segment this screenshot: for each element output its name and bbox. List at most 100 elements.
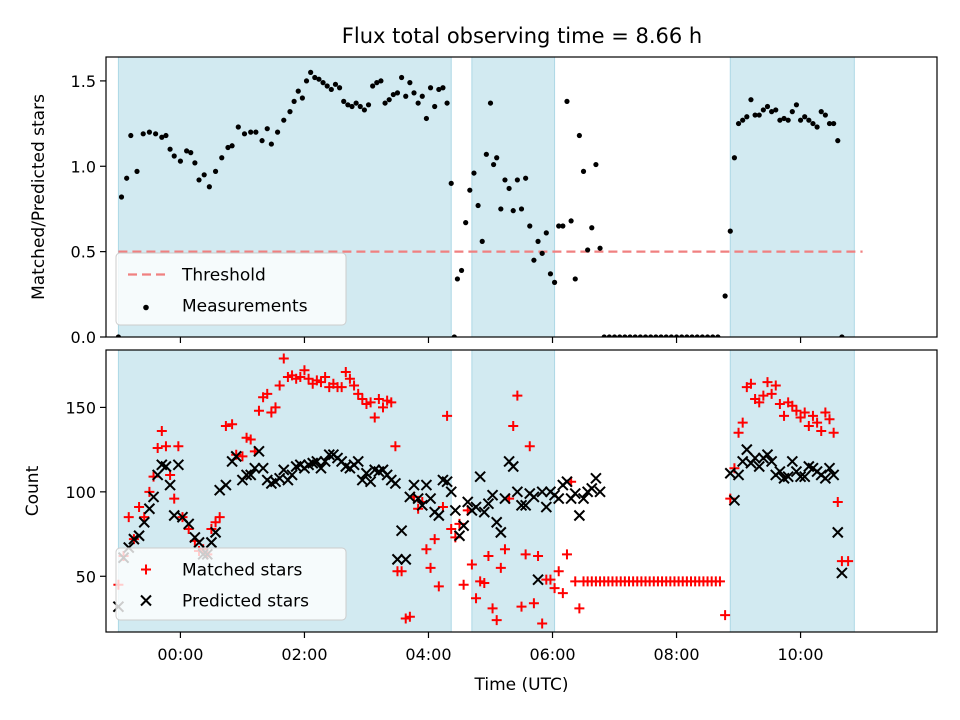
ratio-y-tick-label: 0.5 [71, 243, 96, 262]
measurements-point [444, 100, 450, 106]
measurements-point [663, 334, 669, 337]
matched-stars-point [495, 562, 506, 573]
measurements-point [440, 85, 446, 91]
predicted-stars-point [445, 486, 457, 498]
measurements-point [839, 334, 845, 337]
measurements-point [201, 172, 207, 178]
predicted-stars-point [765, 455, 778, 468]
matched-stars-point [458, 579, 469, 590]
matched-stars-point [152, 442, 163, 453]
measurements-point [814, 124, 820, 130]
predicted-stars-point [741, 443, 753, 456]
ratio-y-tick-label: 0.0 [71, 328, 96, 347]
measurements-point [483, 151, 489, 157]
predicted-stars-point [389, 477, 402, 490]
matched-stars-point [160, 441, 171, 452]
matched-stars-point [378, 402, 388, 413]
predicted-stars-point [147, 491, 160, 503]
matched-stars-point [349, 380, 360, 391]
measurements-point [589, 225, 595, 231]
predicted-stars-point [286, 469, 298, 481]
matched-stars-point [344, 373, 355, 384]
measurements-point [479, 238, 485, 244]
predicted-stars-point [819, 472, 832, 485]
measurements-point [463, 220, 469, 226]
matched-stars-point [278, 353, 289, 364]
measurements-point [341, 98, 347, 104]
matched-stars-point [173, 441, 184, 452]
predicted-stars-point [253, 445, 265, 458]
predicted-stars-point [482, 497, 495, 510]
predicted-stars-point [323, 448, 335, 461]
measurements-point [560, 223, 566, 229]
matched-stars-point [466, 559, 477, 570]
measurements-point [264, 126, 270, 132]
matched-stars-point [253, 405, 264, 416]
measurements-point [451, 334, 457, 337]
measurements-point [407, 80, 413, 86]
measurements-point [212, 168, 219, 174]
measurements-point [378, 78, 384, 84]
measurements-point [394, 90, 401, 96]
measurements-point [382, 100, 388, 106]
matched-stars-point [508, 420, 519, 431]
measurements-point [802, 114, 808, 120]
measurements-point [760, 107, 766, 113]
measurements-point [454, 276, 461, 282]
matched-stars-point [561, 549, 572, 560]
measurements-point [658, 334, 664, 337]
measurements-point [345, 102, 351, 108]
measurements-point [287, 109, 293, 115]
matched-stars-point [471, 593, 482, 604]
predicted-stars-point [490, 516, 503, 528]
measurements-point [328, 86, 334, 93]
matched-stars-point [799, 407, 810, 418]
matched-stars-point [214, 512, 225, 523]
measurements-point [316, 76, 322, 82]
predicted-stars-point [573, 509, 586, 522]
count-legend-box [115, 547, 347, 621]
measurements-point [556, 223, 562, 229]
predicted-stars-point [586, 482, 598, 495]
predicted-stars-point [278, 464, 290, 476]
measurements-point [535, 238, 541, 244]
measurements-point [134, 168, 140, 174]
predicted-stars-point [474, 470, 486, 483]
measurements-point [785, 117, 791, 123]
predicted-stars-point [143, 503, 156, 515]
predicted-stars-point [182, 518, 195, 530]
matched-stars-point [404, 611, 415, 622]
measurements-point [580, 168, 587, 174]
matched-stars-point [774, 399, 785, 410]
measurements-point [498, 206, 504, 212]
predicted-stars-point [352, 455, 364, 468]
measurements-point [361, 107, 367, 113]
measurements-point [140, 131, 146, 137]
predicted-stars-point [151, 469, 164, 481]
measurements-point [353, 100, 359, 106]
matched-stars-point [429, 534, 440, 545]
predicted-stars-point [798, 470, 811, 483]
predicted-stars-point [449, 504, 462, 517]
measurements-point [818, 109, 824, 115]
measurements-point [611, 334, 618, 337]
predicted-stars-point [495, 526, 507, 539]
matched-stars-point [820, 407, 831, 418]
measurements-point [835, 138, 841, 144]
matched-stars-point [183, 523, 194, 534]
measurements-point [781, 115, 787, 122]
matched-stars-point [156, 426, 167, 437]
predicted-stars-point [561, 476, 573, 488]
ratio-y-tick-label: 1.5 [71, 72, 96, 91]
predicted-stars-point [412, 492, 424, 505]
measurements-point [349, 103, 355, 110]
matched-stars-point [295, 372, 306, 383]
matched-stars-point [262, 388, 273, 399]
measurements-point [274, 129, 281, 135]
measurements-point [793, 102, 800, 108]
measurements-point [235, 124, 241, 130]
matched-stars-point [499, 544, 510, 555]
measurements-point [748, 97, 754, 103]
matched-stars-point [237, 451, 248, 462]
x-tick-label: 04:00 [405, 645, 451, 664]
